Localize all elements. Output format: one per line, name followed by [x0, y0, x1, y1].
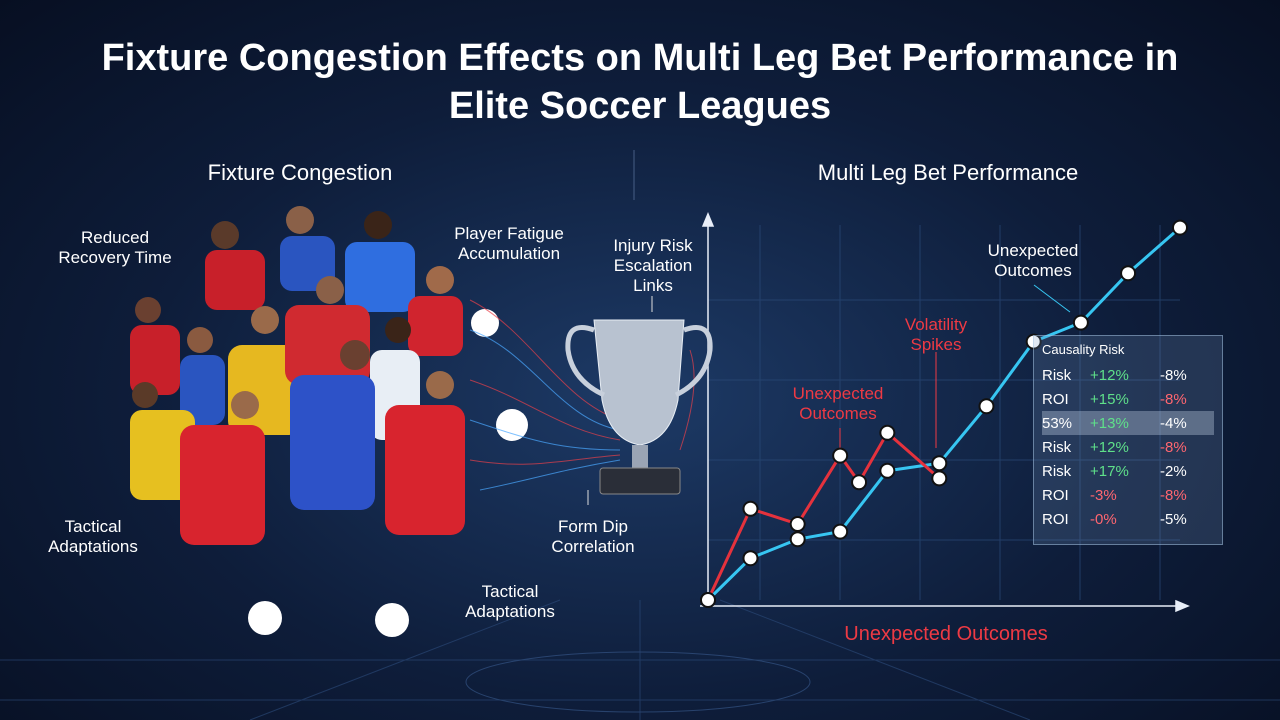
- energy-streams: [469, 299, 695, 491]
- label: Reduced Recovery Time: [58, 228, 172, 267]
- table-panel: Causality Risk Risk +12% -8% ROI +15% -8% 53% +…: [1033, 335, 1223, 545]
- table-row: ROI +15% -8%: [1042, 387, 1214, 411]
- label: Form Dip Correlation: [551, 517, 635, 556]
- data-point: [742, 500, 759, 517]
- data-point: [879, 424, 896, 441]
- table-cell: -8%: [1160, 366, 1187, 384]
- series-line: [706, 430, 941, 601]
- table-cell: Risk: [1042, 366, 1072, 384]
- table-cell: 53%: [1042, 414, 1073, 432]
- data-point: [931, 455, 948, 472]
- table-cell: -4%: [1160, 414, 1187, 432]
- table-cell: -8%: [1160, 486, 1187, 504]
- table-row: ROI -0% -5%: [1042, 507, 1214, 531]
- table-cell: Risk: [1042, 462, 1072, 480]
- table-cell: -0%: [1090, 510, 1117, 528]
- table-cell: -8%: [1160, 390, 1187, 408]
- panel-heading: Fixture Congestion: [207, 160, 393, 185]
- table-cell: -3%: [1090, 486, 1117, 504]
- data-point: [832, 447, 849, 464]
- annotation: Volatility Spikes: [904, 315, 968, 354]
- table-cell: +12%: [1090, 438, 1129, 456]
- table-row: Risk +12% -8%: [1042, 363, 1214, 387]
- data-point: [1172, 219, 1188, 236]
- chart-title: Multi Leg Bet Performance: [817, 160, 1079, 185]
- table-row: Risk +17% -2%: [1042, 459, 1214, 483]
- table-cell: ROI: [1042, 510, 1069, 528]
- data-point: [700, 592, 716, 608]
- data-point: [742, 550, 759, 567]
- label: Injury Risk Escalation Links: [613, 236, 693, 295]
- data-point: [851, 474, 868, 491]
- data-point: [789, 531, 806, 548]
- table-cell: -8%: [1160, 438, 1187, 456]
- pointers: [587, 284, 1071, 505]
- table-cell: +12%: [1090, 366, 1129, 384]
- data-point: [931, 470, 948, 487]
- data-point: [978, 398, 995, 415]
- table-row: Risk +12% -8%: [1042, 435, 1214, 459]
- table-cell: ROI: [1042, 390, 1069, 408]
- label: Player Fatigue Accumulation: [454, 224, 564, 263]
- table-cell: ROI: [1042, 486, 1069, 504]
- table-row: 53% +13% -4%: [1042, 411, 1214, 435]
- table-cell: -5%: [1160, 510, 1187, 528]
- axes: [700, 212, 1190, 613]
- annotation: Unexpected Outcomes: [987, 241, 1079, 280]
- table-row: ROI -3% -8%: [1042, 483, 1214, 507]
- chart-grid: [708, 225, 1180, 600]
- label: Tactical Adaptations: [465, 582, 555, 621]
- x-axis-label: Unexpected Outcomes: [844, 623, 1048, 645]
- table-cell: +17%: [1090, 462, 1129, 480]
- field-grid: [0, 150, 1280, 720]
- label: Tactical Adaptations: [48, 517, 138, 556]
- data-point: [832, 523, 849, 540]
- trophy: [565, 319, 713, 495]
- players-illustration: [130, 206, 528, 637]
- table-cell: Risk: [1042, 438, 1072, 456]
- table-cell: -2%: [1160, 462, 1187, 480]
- table-title: Causality Risk: [1042, 342, 1125, 357]
- data-point: [789, 516, 806, 532]
- data-point: [1072, 314, 1089, 331]
- data-point: [1120, 265, 1137, 282]
- data-point: [879, 462, 896, 479]
- page-title: Fixture Congestion Effects on Multi Leg …: [101, 37, 1179, 127]
- table-cell: +13%: [1090, 414, 1129, 432]
- annotation: Unexpected Outcomes: [792, 384, 884, 423]
- table-cell: +15%: [1090, 390, 1129, 408]
